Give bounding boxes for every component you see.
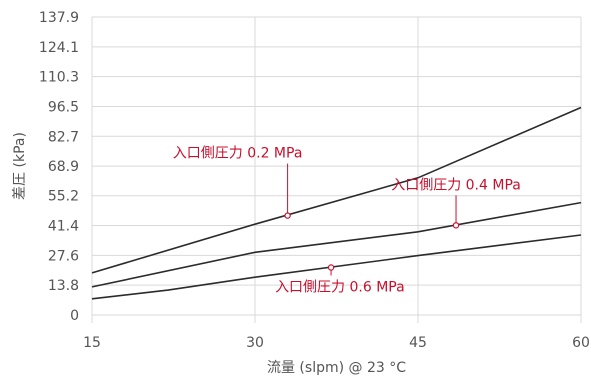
y-axis-label: 差圧 (kPa) [12,132,28,200]
y-tick-label: 137.9 [39,10,79,26]
annotation-label: 入口側圧力 0.2 MPa [173,146,303,162]
y-tick-label: 68.9 [48,159,79,175]
annotation-marker [328,265,333,270]
y-tick-label: 124.1 [39,40,79,56]
y-tick-label: 82.7 [48,129,79,145]
x-tick-label: 30 [246,335,264,351]
annotation-label: 入口側圧力 0.6 MPa [275,279,405,295]
x-tick-label: 60 [572,335,590,351]
annotations: 入口側圧力 0.2 MPa 入口側圧力 0.4 MPa 入口側圧力 0.6 MPa [173,146,521,296]
x-tick-label: 15 [83,335,101,351]
y-tick-label: 96.5 [48,99,79,115]
annotation-marker [285,213,290,218]
y-tick-label: 13.8 [48,278,79,294]
annotation-marker [453,223,458,228]
y-tick-label: 41.4 [48,219,79,235]
y-tick-label: 110.3 [39,70,79,86]
annotation-label: 入口側圧力 0.4 MPa [391,177,521,193]
x-axis-label: 流量 (slpm) @ 23 °C [267,360,406,376]
y-tick-label: 55.2 [48,189,79,205]
y-tick-label: 0 [70,308,79,324]
grid [92,17,581,323]
x-tick-label: 45 [409,335,427,351]
y-tick-label: 27.6 [48,248,79,264]
